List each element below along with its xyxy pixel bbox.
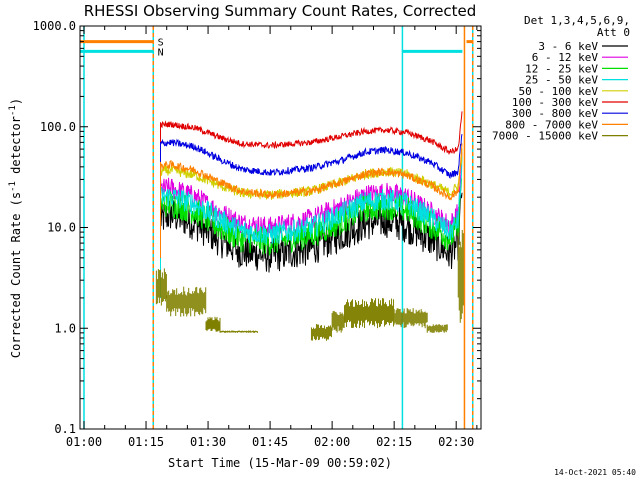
legend-item-label: 300 - 800 keV bbox=[512, 107, 598, 120]
legend-item-label: 25 - 50 keV bbox=[525, 74, 598, 87]
y-tick-label: 1000.0 bbox=[33, 19, 76, 33]
x-tick-label: 01:15 bbox=[128, 435, 164, 449]
x-tick-label: 02:00 bbox=[314, 435, 350, 449]
y-axis-label-part: detector bbox=[9, 116, 23, 181]
y-axis-label-part: ) bbox=[9, 98, 23, 105]
y-axis-label-exp: -1 bbox=[8, 105, 18, 116]
timestamp: 14-Oct-2021 05:40 bbox=[554, 468, 636, 477]
y-tick-label: 1.0 bbox=[54, 321, 76, 335]
legend-item-label: 3 - 6 keV bbox=[538, 40, 598, 53]
plot-area: SN bbox=[80, 26, 474, 429]
y-tick-label: 0.1 bbox=[54, 422, 76, 436]
legend-item-label: 50 - 100 keV bbox=[519, 85, 599, 98]
y-tick-label: 10.0 bbox=[47, 221, 76, 235]
flag-label: N bbox=[158, 47, 164, 58]
y-axis-label-part: Corrected Count Rate (s bbox=[9, 192, 23, 358]
y-tick-label: 100.0 bbox=[40, 120, 76, 134]
series-line bbox=[160, 134, 463, 258]
flag-label: S bbox=[158, 38, 164, 49]
legend-item-label: 12 - 25 keV bbox=[525, 62, 598, 75]
legend-item-label: 100 - 300 keV bbox=[512, 96, 598, 109]
x-tick-label: 01:00 bbox=[66, 435, 102, 449]
series-line bbox=[160, 143, 463, 258]
axes: 0.1 1.0 10.0 100.0 1000.0 01:00 01:15 01:30 01:4… bbox=[33, 19, 481, 449]
legend-item-label: 6 - 12 keV bbox=[532, 51, 599, 64]
x-tick-label: 01:45 bbox=[252, 435, 288, 449]
y-axis-label-exp: -1 bbox=[8, 181, 18, 192]
legend-header: Att 0 bbox=[597, 26, 630, 39]
x-tick-label: 02:15 bbox=[376, 435, 412, 449]
legend-header: Det 1,3,4,5,6,9, bbox=[524, 14, 630, 27]
series-line bbox=[160, 156, 463, 298]
legend-item-label: 800 - 7000 keV bbox=[505, 118, 598, 131]
x-tick-label: 02:30 bbox=[438, 435, 474, 449]
legend-item-label: 7000 - 15000 keV bbox=[492, 130, 598, 143]
series-line bbox=[160, 111, 463, 258]
x-axis-label: Start Time (15-Mar-09 00:59:02) bbox=[168, 456, 392, 470]
chart-title: RHESSI Observing Summary Count Rates, Co… bbox=[84, 2, 477, 20]
x-tick-label: 01:30 bbox=[190, 435, 226, 449]
y-axis-label: Corrected Count Rate (s-1 detector-1) bbox=[8, 98, 23, 358]
